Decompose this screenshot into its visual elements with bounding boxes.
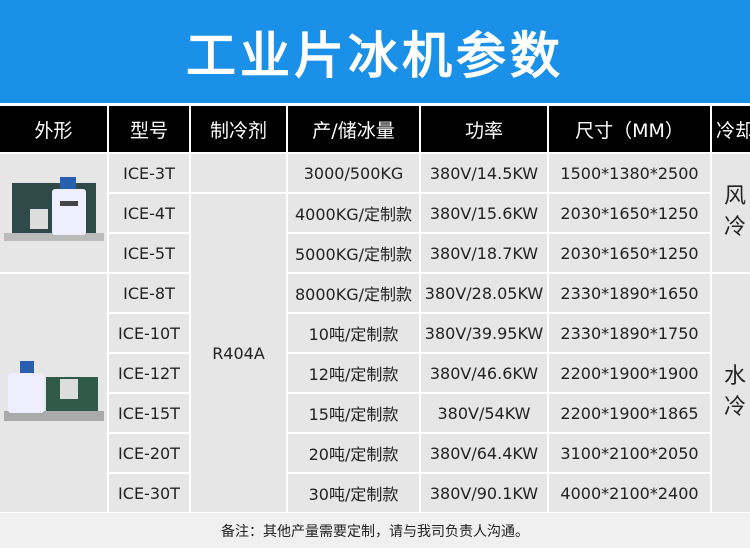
cell-model: ICE-5T	[109, 234, 189, 272]
cell-size: 1500*1380*2500	[549, 154, 710, 192]
cell-capacity: 4000KG/定制款	[288, 194, 419, 232]
cell-power: 380V/14.5KW	[421, 154, 547, 192]
refrigerant-cell: R404A	[191, 194, 286, 512]
header-power: 功率	[421, 106, 547, 152]
cell-size: 3100*2100*2050	[549, 434, 710, 472]
cell-size: 4000*2100*2400	[549, 474, 710, 512]
cell-size: 2330*1890*1650	[549, 274, 710, 312]
water-cooled-machine-image	[0, 274, 107, 512]
cell-power: 380V/39.95KW	[421, 314, 547, 352]
header-appearance: 外形	[0, 106, 107, 152]
cell-power: 380V/28.05KW	[421, 274, 547, 312]
cell-size: 2330*1890*1750	[549, 314, 710, 352]
cooling-air: 风 冷	[712, 154, 750, 272]
cooling-air-1: 风	[723, 184, 746, 210]
footer-note: 备注：其他产量需要定制，请与我司负责人沟通。	[0, 513, 750, 548]
cell-capacity: 3000/500KG	[288, 154, 419, 192]
header-size: 尺寸（MM）	[549, 106, 710, 152]
cell-power: 380V/46.6KW	[421, 354, 547, 392]
cell-size: 2200*1900*1900	[549, 354, 710, 392]
refrigerant-empty	[191, 154, 286, 192]
header-refrigerant: 制冷剂	[191, 106, 286, 152]
cell-capacity: 8000KG/定制款	[288, 274, 419, 312]
header-cooling: 冷却	[712, 106, 750, 152]
header-capacity: 产/储冰量	[288, 106, 419, 152]
cell-model: ICE-30T	[109, 474, 189, 512]
cell-power: 380V/54KW	[421, 394, 547, 432]
cell-model: ICE-4T	[109, 194, 189, 232]
cooling-water-2: 冷	[723, 395, 746, 420]
cell-model: ICE-20T	[109, 434, 189, 472]
cell-capacity: 20吨/定制款	[288, 434, 419, 472]
cooling-air-2: 冷	[723, 215, 746, 240]
cell-model: ICE-8T	[109, 274, 189, 312]
spec-table: 外形 型号 制冷剂 产/储冰量 功率 尺寸（MM） 冷却 R404A 风 冷 水…	[0, 106, 750, 512]
cell-capacity: 10吨/定制款	[288, 314, 419, 352]
cell-size: 2200*1900*1865	[549, 394, 710, 432]
cell-capacity: 5000KG/定制款	[288, 234, 419, 272]
cell-size: 2030*1650*1250	[549, 234, 710, 272]
header-model: 型号	[109, 106, 189, 152]
cell-capacity: 12吨/定制款	[288, 354, 419, 392]
cell-power: 380V/18.7KW	[421, 234, 547, 272]
cell-capacity: 15吨/定制款	[288, 394, 419, 432]
cell-power: 380V/15.6KW	[421, 194, 547, 232]
title-banner: 工业片冰机参数	[0, 0, 750, 103]
cell-model: ICE-15T	[109, 394, 189, 432]
cooling-water: 水 冷	[712, 274, 750, 512]
cooling-water-1: 水	[723, 364, 746, 390]
air-cooled-machine-image	[0, 154, 107, 272]
cell-model: ICE-3T	[109, 154, 189, 192]
cell-model: ICE-12T	[109, 354, 189, 392]
cell-power: 380V/90.1KW	[421, 474, 547, 512]
cell-model: ICE-10T	[109, 314, 189, 352]
page-title: 工业片冰机参数	[186, 26, 564, 85]
cell-power: 380V/64.4KW	[421, 434, 547, 472]
cell-capacity: 30吨/定制款	[288, 474, 419, 512]
cell-size: 2030*1650*1250	[549, 194, 710, 232]
